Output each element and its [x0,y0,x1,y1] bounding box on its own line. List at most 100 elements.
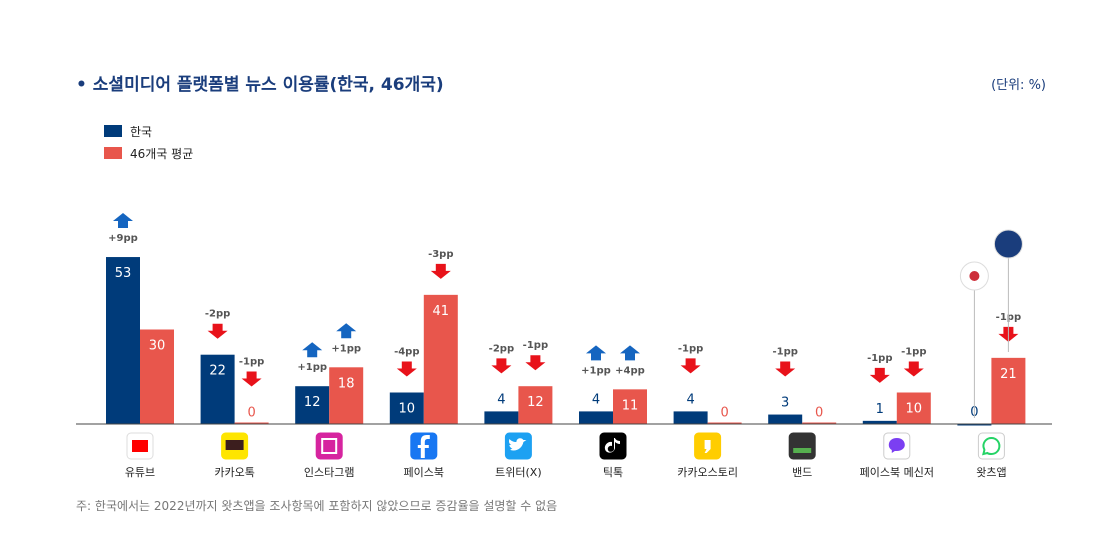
category-label-2: 인스타그램 [304,466,355,479]
value-average-1: 0 [247,406,255,421]
value-korea-4: 4 [497,392,505,407]
legend-item-average: 46개국 평균 [104,142,193,164]
legend-label-average: 46개국 평균 [130,146,194,161]
bar-average-1 [234,422,269,424]
category-label-6: 카카오스토리 [677,466,738,479]
category-label-9: 왓츠앱 [976,466,1006,479]
change-korea-3-down-arrow-icon [396,361,417,377]
bar-average-0 [140,329,174,424]
twitter-icon [504,432,532,460]
tiktok-icon [599,432,627,460]
change-average-4-label: -1pp [523,340,548,351]
whatsapp-icon [977,432,1005,460]
change-average-5-up-arrow-icon [620,345,640,361]
bar-average-6 [707,422,742,424]
change-korea-4-down-arrow-icon [491,358,512,374]
bar-average-4 [518,386,553,424]
change-korea-3-label: -4pp [394,347,419,358]
value-average-4: 12 [527,395,544,410]
legend: 한국 46개국 평균 [104,120,193,164]
bar-korea-6 [673,411,708,424]
value-korea-1: 22 [209,364,226,379]
change-korea-0-up-arrow-icon [113,213,133,229]
change-average-1-down-arrow-icon [241,371,262,387]
bar-korea-1 [200,354,235,424]
value-korea-6: 4 [686,392,694,407]
category-label-5: 틱톡 [603,466,623,479]
value-average-5: 11 [622,398,639,413]
bar-korea-3 [389,392,424,424]
bar-korea-9 [957,424,992,426]
facebook-icon [410,432,438,460]
category-label-0: 유튜브 [125,466,155,479]
bar-korea-8 [862,420,897,424]
value-korea-5: 4 [592,392,600,407]
change-average-2-label: +1pp [331,343,361,354]
facebook-messenger-icon [883,432,911,460]
bar-korea-7 [768,414,803,424]
change-korea-7-down-arrow-icon [775,361,796,377]
category-label-7: 밴드 [792,466,812,479]
change-average-2-up-arrow-icon [336,323,357,339]
value-average-8: 10 [906,402,923,417]
bar-average-3 [423,294,458,424]
change-korea-2-up-arrow-icon [302,342,323,358]
value-korea-0: 53 [115,266,132,281]
kakaostory-icon [694,432,722,460]
value-average-9: 21 [1000,367,1017,382]
change-korea-5-up-arrow-icon [586,345,606,361]
change-average-5-label: +4pp [615,365,645,376]
value-korea-7: 3 [781,396,789,411]
change-average-3-label: -3pp [428,249,453,260]
category-label-8: 페이스북 메신저 [860,466,934,479]
change-average-8-label: -1pp [901,347,926,358]
globe-icon [993,229,1023,259]
korea-flag-taeguk-icon [969,271,980,281]
change-korea-1-label: -2pp [205,309,230,320]
change-korea-8-down-arrow-icon [869,367,890,383]
change-average-3-down-arrow-icon [430,263,451,279]
category-label-3: 페이스북 [404,466,444,479]
value-average-7: 0 [815,406,823,421]
value-korea-3: 10 [399,402,416,417]
change-korea-6-label: -1pp [678,343,703,354]
bar-average-7 [802,422,837,424]
value-average-0: 30 [149,339,166,354]
unit-label: (단위: %) [991,78,1046,93]
change-korea-4-label: -2pp [489,343,514,354]
bar-average-9 [991,357,1026,424]
value-korea-2: 12 [304,395,321,410]
change-korea-8-label: -1pp [867,353,892,364]
legend-label-korea: 한국 [130,124,153,139]
change-korea-7-label: -1pp [772,347,797,358]
change-average-1-label: -1pp [239,357,264,368]
value-korea-8: 1 [876,402,884,417]
change-average-8-down-arrow-icon [903,361,924,377]
value-average-6: 0 [720,406,728,421]
footnote: 주: 한국에서는 2022년까지 왓츠앱을 조사항목에 포함하지 않았으므로 증… [76,499,558,513]
legend-swatch-korea [104,125,122,137]
change-average-4-down-arrow-icon [525,355,546,371]
change-korea-1-down-arrow-icon [207,323,228,339]
category-label-4: 트위터(X) [495,466,541,479]
youtube-icon [126,432,154,460]
bar-korea-5 [579,411,613,424]
bar-korea-2 [295,386,330,424]
legend-swatch-average [104,147,122,159]
band-icon [788,432,816,460]
change-korea-2-label: +1pp [297,362,327,373]
change-korea-5-label: +1pp [581,365,611,376]
legend-item-korea: 한국 [104,120,193,142]
change-korea-0-label: +9pp [108,233,138,244]
value-average-2: 18 [338,376,355,391]
bar-average-8 [896,392,931,424]
chart-title: • 소셜미디어 플랫폼별 뉴스 이용률(한국, 46개국) [76,75,444,95]
bar-korea-0 [106,257,140,424]
bar-chart: 5330+9pp유튜브220-2pp-1pp카카오톡1218+1pp+1pp인스… [76,213,1052,479]
category-label-1: 카카오톡 [214,466,254,479]
value-average-3: 41 [433,304,450,319]
bar-average-2 [329,367,364,424]
instagram-icon [315,432,343,460]
bar-average-5 [613,389,647,424]
kakaotalk-icon [221,432,249,460]
